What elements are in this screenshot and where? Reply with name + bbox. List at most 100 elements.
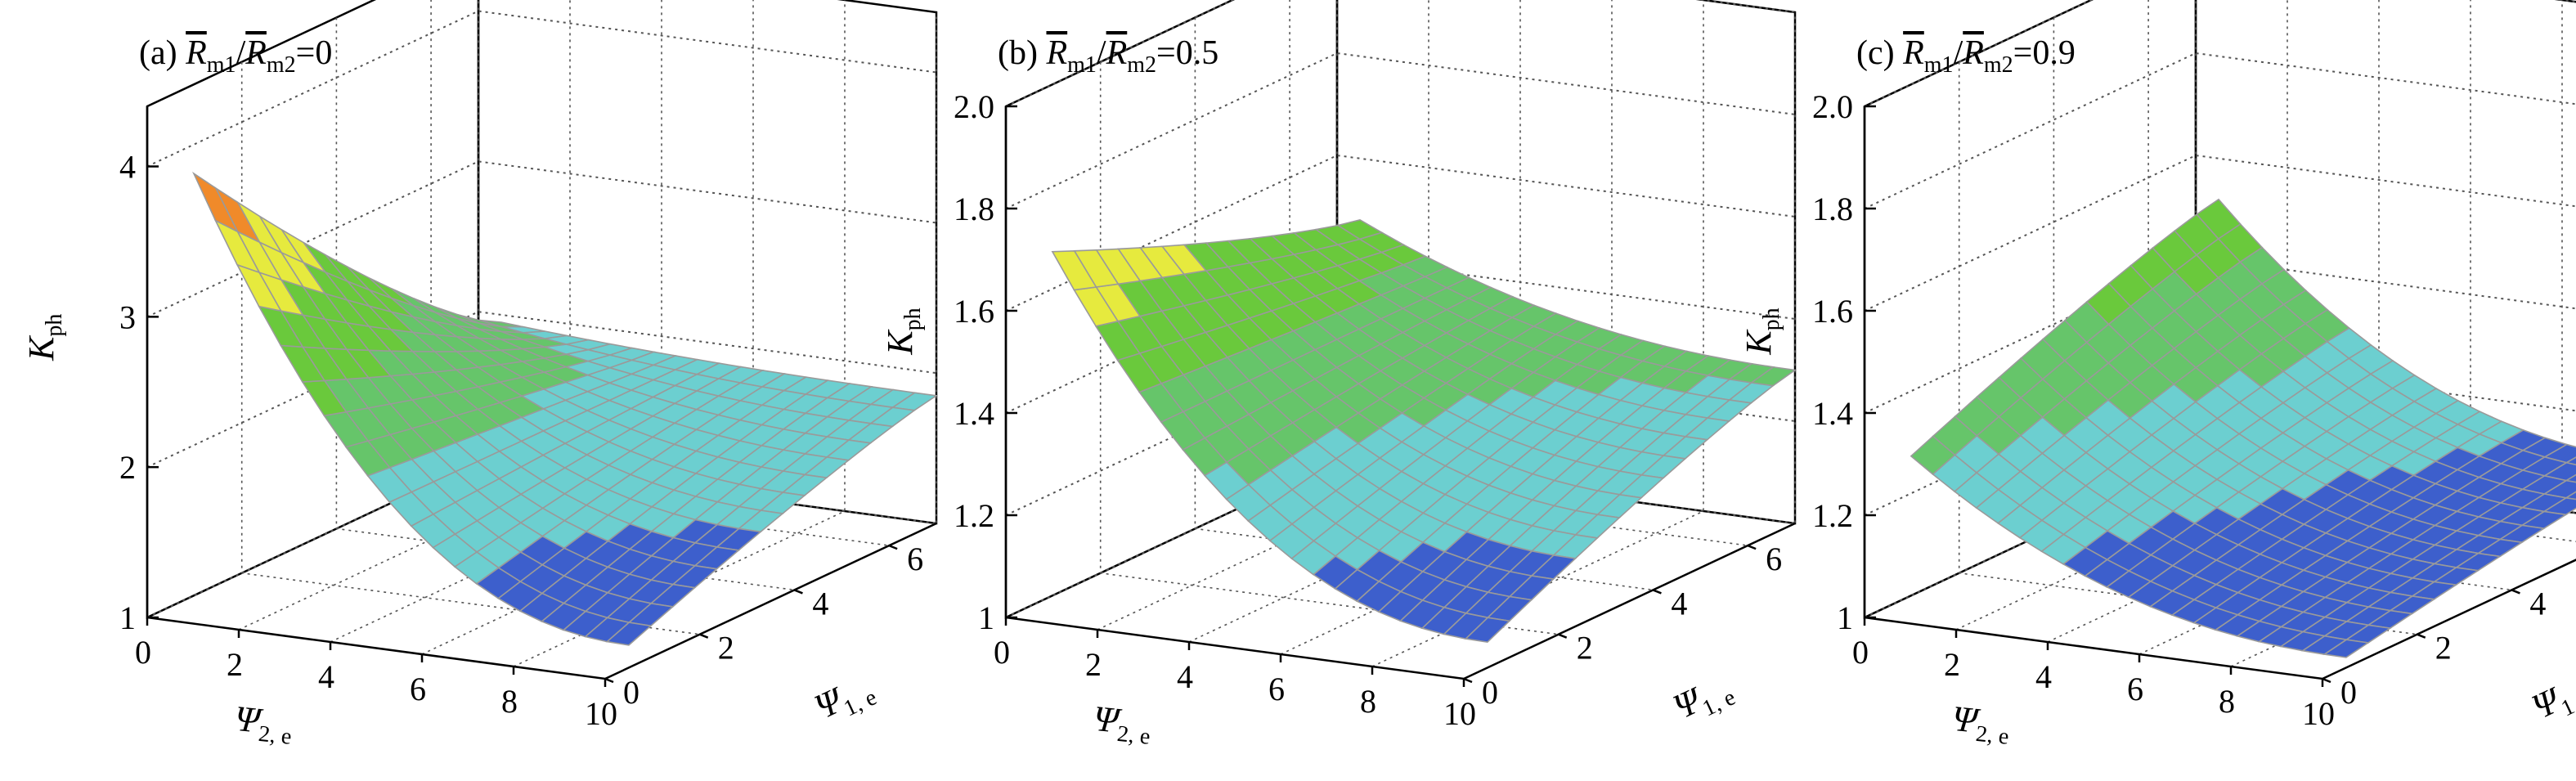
z-tick-label: 3 bbox=[119, 298, 136, 335]
z-tick-label: 2.0 bbox=[954, 88, 994, 125]
surface-patch bbox=[1051, 249, 1097, 291]
z-tick-label: 1 bbox=[119, 599, 136, 636]
z-tick-label: 1.2 bbox=[954, 497, 994, 534]
y-axis-label: Ψ1, e bbox=[809, 667, 881, 733]
x-grid-line bbox=[1097, 0, 1429, 631]
y-tick bbox=[1747, 544, 1757, 550]
z-grid-line bbox=[1864, 256, 2576, 414]
x-tick-label: 10 bbox=[1443, 695, 1476, 732]
z-grid-line bbox=[146, 311, 937, 469]
x-tick-label: 8 bbox=[501, 683, 518, 720]
z-grid-line bbox=[146, 160, 937, 318]
surface bbox=[191, 171, 939, 646]
x-tick-label: 6 bbox=[2127, 671, 2143, 707]
panel-title: (c) Rm1/Rm2=0.9 bbox=[1856, 34, 2076, 78]
z-grid-line bbox=[1005, 52, 1796, 209]
y-tick-label: 4 bbox=[2529, 585, 2546, 622]
x-axis-label: Ψ2, e bbox=[232, 698, 295, 750]
z-grid-line bbox=[1005, 460, 1796, 618]
z-tick-label: 1.6 bbox=[1812, 293, 1853, 330]
x-grid-line bbox=[1463, 12, 1796, 680]
z-grid-line bbox=[1864, 358, 2576, 516]
z-grid-line bbox=[1005, 256, 1796, 414]
y-tick-label: 6 bbox=[1766, 541, 1782, 577]
z-axis-label: Kph bbox=[1739, 307, 1784, 355]
y-tick-label: 0 bbox=[2340, 674, 2357, 711]
panel-title: (a) Rm1/Rm2=0 bbox=[139, 34, 332, 78]
x-grid-line bbox=[146, 0, 479, 618]
x-tick-label: 10 bbox=[585, 695, 617, 732]
y-tick bbox=[2511, 589, 2520, 595]
y-tick bbox=[1463, 677, 1473, 684]
y-tick-label: 4 bbox=[812, 585, 828, 622]
x-grid-line bbox=[604, 12, 937, 680]
z-tick-label: 1 bbox=[978, 599, 994, 636]
z-grid-line bbox=[1864, 52, 2576, 209]
y-tick-label: 2 bbox=[2435, 630, 2452, 667]
y-tick-label: 0 bbox=[623, 674, 640, 711]
y-tick bbox=[888, 544, 898, 550]
x-tick-label: 2 bbox=[227, 646, 243, 683]
x-grid-line bbox=[2138, 0, 2471, 655]
y-tick bbox=[793, 589, 803, 595]
surface-patch bbox=[1910, 435, 1956, 475]
z-tick-label: 2.0 bbox=[1812, 88, 1853, 125]
x-grid-line bbox=[1864, 0, 2197, 618]
x-grid-line bbox=[2230, 0, 2563, 667]
x-axis-label: Ψ2, e bbox=[1091, 698, 1154, 750]
x-tick-label: 2 bbox=[1085, 646, 1102, 683]
x-grid-line bbox=[238, 0, 571, 631]
x-tick-label: 2 bbox=[1944, 646, 1960, 683]
y-tick-label: 6 bbox=[907, 541, 923, 577]
z-tick-label: 1 bbox=[1837, 599, 1853, 636]
x-tick-label: 0 bbox=[1852, 634, 1869, 671]
y-tick-label: 0 bbox=[1482, 674, 1498, 711]
x-tick-label: 0 bbox=[135, 634, 151, 671]
y-tick bbox=[604, 677, 614, 684]
x-grid-line bbox=[513, 0, 846, 667]
x-tick-label: 8 bbox=[2219, 683, 2235, 720]
x-grid-line bbox=[1280, 0, 1613, 655]
x-axis-label: Ψ2, e bbox=[1950, 698, 2013, 750]
z-tick-label: 1.4 bbox=[1812, 395, 1853, 432]
z-tick-label: 4 bbox=[119, 149, 136, 186]
x-tick-label: 0 bbox=[994, 634, 1010, 671]
surface bbox=[1910, 198, 2576, 658]
x-grid-line bbox=[330, 0, 662, 643]
surface-patch bbox=[191, 171, 240, 233]
z-tick-label: 1.2 bbox=[1812, 497, 1853, 534]
z-axis-label: Kph bbox=[21, 314, 67, 361]
y-axis-label: Ψ1, e bbox=[1667, 667, 1739, 733]
y-tick bbox=[699, 633, 709, 639]
y-tick bbox=[1558, 633, 1568, 639]
y-tick-label: 4 bbox=[1671, 585, 1687, 622]
z-grid-line bbox=[146, 10, 937, 168]
x-tick-label: 6 bbox=[410, 671, 426, 707]
z-tick-label: 2 bbox=[119, 449, 136, 486]
x-grid-line bbox=[1005, 0, 1338, 618]
x-grid-line bbox=[1188, 0, 1521, 643]
x-tick-label: 4 bbox=[2035, 658, 2052, 695]
z-tick-label: 1.8 bbox=[1812, 191, 1853, 227]
z-tick-label: 1.4 bbox=[954, 395, 994, 432]
x-tick-label: 8 bbox=[1360, 683, 1376, 720]
y-tick bbox=[2322, 677, 2331, 684]
y-tick-label: 2 bbox=[718, 630, 734, 667]
surface bbox=[1051, 218, 1797, 644]
z-grid-line bbox=[1864, 154, 2576, 312]
x-grid-line bbox=[421, 0, 754, 655]
y-tick bbox=[1652, 589, 1662, 595]
z-tick-label: 1.8 bbox=[954, 191, 994, 227]
x-tick-label: 10 bbox=[2302, 695, 2335, 732]
y-axis-label: Ψ1, e bbox=[2526, 667, 2576, 733]
z-tick-label: 1.6 bbox=[954, 293, 994, 330]
x-grid-line bbox=[2047, 0, 2380, 643]
x-tick-label: 4 bbox=[1177, 658, 1193, 695]
x-grid-line bbox=[1955, 0, 2288, 631]
z-grid-line bbox=[1005, 154, 1796, 312]
y-tick-label: 2 bbox=[1577, 630, 1593, 667]
